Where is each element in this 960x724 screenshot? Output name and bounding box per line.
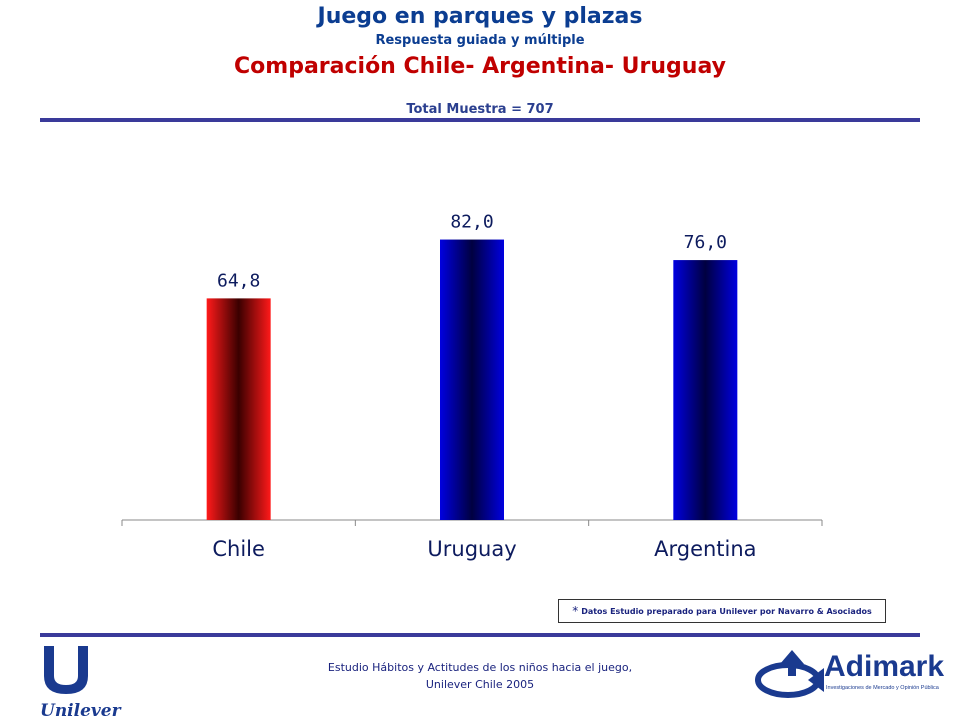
data-label-uruguay: 82,0 xyxy=(450,212,493,233)
bar-argentina xyxy=(673,260,738,520)
svg-text:Investigaciones de Mercado y O: Investigaciones de Mercado y Opinión Púb… xyxy=(826,685,940,691)
top-divider xyxy=(40,118,920,122)
source-note: * Datos Estudio preparado para Unilever … xyxy=(558,599,886,623)
page-subtitle: Respuesta guiada y múltiple xyxy=(375,33,585,48)
adimark-logo: Adimark Investigaciones de Mercado y Opi… xyxy=(752,646,952,712)
footer-caption: Estudio Hábitos y Actitudes de los niños… xyxy=(300,659,660,693)
source-note-text: Datos Estudio preparado para Unilever po… xyxy=(581,606,872,616)
category-label-argentina: Argentina xyxy=(654,537,756,561)
note-asterisk: * xyxy=(572,604,579,618)
category-label-uruguay: Uruguay xyxy=(427,537,516,561)
footer-line-2: Unilever Chile 2005 xyxy=(425,678,535,691)
comparison-heading: Comparación Chile- Argentina- Uruguay xyxy=(234,54,726,79)
svg-text:Adimark: Adimark xyxy=(824,650,944,683)
page-title: Juego en parques y plazas xyxy=(317,4,643,29)
bar-uruguay xyxy=(440,239,504,520)
svg-text:Unilever: Unilever xyxy=(40,701,122,720)
sample-size-label: Total Muestra = 707 xyxy=(406,102,554,117)
bar-chile xyxy=(206,298,271,520)
data-label-chile: 64,8 xyxy=(217,270,260,291)
category-label-chile: Chile xyxy=(212,537,265,561)
data-label-argentina: 76,0 xyxy=(684,232,727,253)
bottom-divider xyxy=(40,633,920,637)
bar-chart: 64,8 Chile 82,0 Uruguay 76,0 Argentina xyxy=(121,212,823,561)
footer-line-1: Estudio Hábitos y Actitudes de los niños… xyxy=(327,661,633,674)
unilever-logo: Unilever xyxy=(36,640,136,721)
